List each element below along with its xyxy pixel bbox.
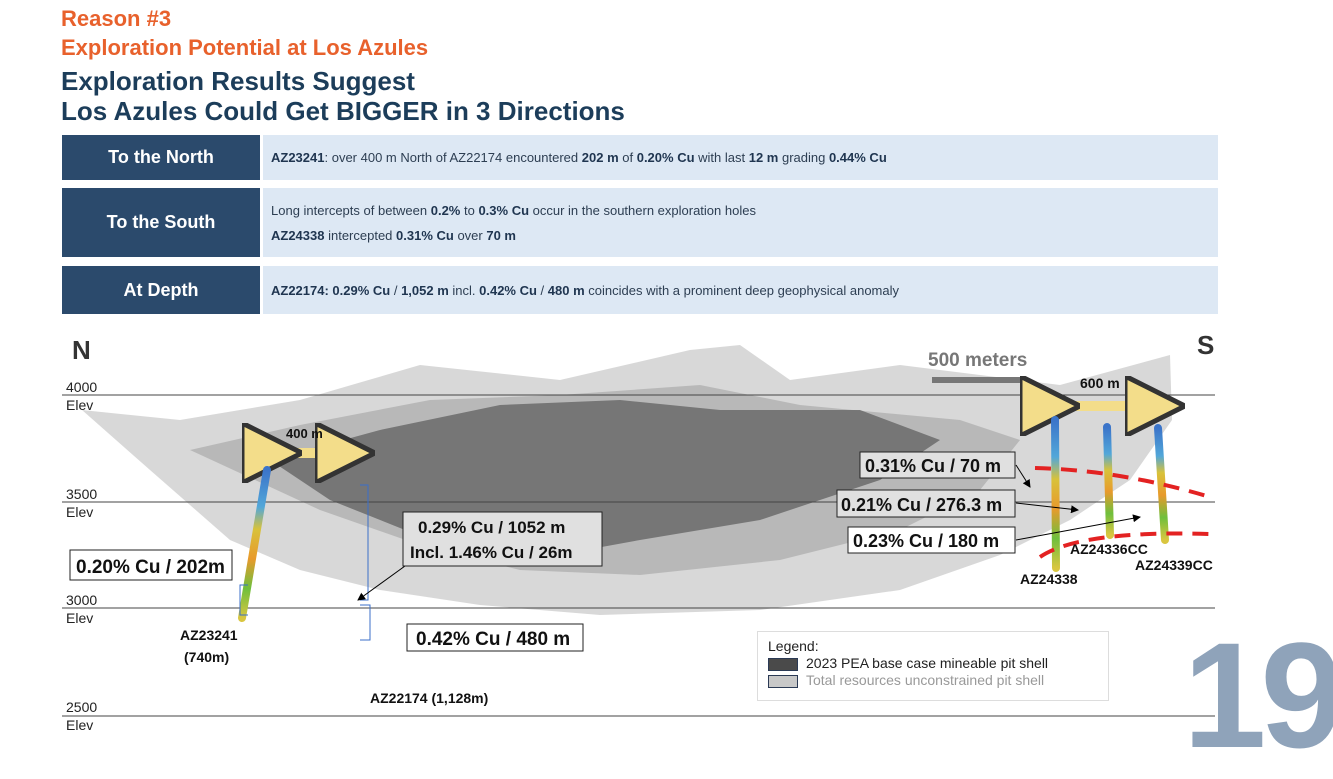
legend-swatch-pea bbox=[768, 657, 798, 671]
scale-label: 500 meters bbox=[928, 350, 1027, 371]
legend-item: 2023 PEA base case mineable pit shell bbox=[806, 655, 1049, 671]
text-segment: / bbox=[390, 282, 402, 298]
elev-value: 3000 bbox=[66, 592, 97, 608]
row-text-line: AZ22174: 0.29% Cu / 1,052 m incl. 0.42% … bbox=[271, 283, 1218, 298]
legend-title: Legend: bbox=[768, 638, 819, 654]
text-segment: 70 m bbox=[486, 227, 516, 243]
row-text: AZ22174: 0.29% Cu / 1,052 m incl. 0.42% … bbox=[263, 266, 1218, 314]
text-segment: 12 m bbox=[748, 150, 779, 165]
row-text-line: Long intercepts of between 0.2% to 0.3% … bbox=[271, 203, 1218, 218]
text-segment: 0.2% bbox=[430, 202, 461, 218]
hole-label-az22174: AZ22174 (1,128m) bbox=[370, 690, 488, 706]
elev-unit: Elev bbox=[66, 397, 93, 413]
drill-hole-az24336cc bbox=[1103, 423, 1114, 539]
text-segment: / bbox=[536, 282, 548, 298]
elev-unit: Elev bbox=[66, 504, 93, 520]
text-segment: AZ23241 bbox=[271, 150, 325, 165]
text-segment: incl. bbox=[448, 282, 480, 298]
hole-length-az23241: (740m) bbox=[184, 649, 229, 665]
text-segment: 0.42% Cu bbox=[479, 282, 537, 298]
row-label: To the South bbox=[62, 188, 260, 257]
row-label: To the North bbox=[62, 135, 260, 180]
spacing-north-label: 400 m bbox=[286, 426, 323, 441]
text-segment: 0.3% Cu bbox=[478, 202, 530, 218]
hole-label-az24338: AZ24338 bbox=[1020, 571, 1078, 587]
row-text-line: AZ23241: over 400 m North of AZ22174 enc… bbox=[271, 150, 1218, 165]
row-text: Long intercepts of between 0.2% to 0.3% … bbox=[263, 188, 1218, 257]
intercept-az22174: 0.29% Cu / 1052 m bbox=[418, 518, 565, 537]
legend-swatch-total bbox=[768, 674, 798, 688]
hole-label-az23241: AZ23241 bbox=[180, 627, 238, 643]
bracket bbox=[239, 584, 248, 616]
drill-hole-az24338 bbox=[1051, 416, 1060, 572]
text-segment: grading bbox=[778, 150, 829, 165]
elev-unit: Elev bbox=[66, 717, 93, 733]
anomaly-upper-boundary bbox=[1034, 466, 1211, 499]
cross-section-diagram: 4000 Elev 3500 Elev 3000 Elev 2500 Elev … bbox=[62, 330, 1215, 733]
text-segment: occur in the southern exploration holes bbox=[529, 202, 756, 218]
anomaly-lower-boundary bbox=[1038, 531, 1211, 559]
text-segment: intercepted bbox=[324, 227, 397, 243]
drill-hole-az23241 bbox=[238, 466, 271, 622]
intercept-az22174-deep: 0.42% Cu / 480 m bbox=[416, 629, 570, 650]
text-segment: 0.44% Cu bbox=[828, 150, 887, 165]
row-north: To the North AZ23241: over 400 m North o… bbox=[62, 135, 1218, 180]
text-segment: 0.20% Cu bbox=[636, 150, 695, 165]
text-segment: Long intercepts of between bbox=[271, 202, 431, 218]
reason-label: Reason #3 bbox=[61, 6, 172, 31]
text-segment: 0.31% Cu bbox=[396, 227, 454, 243]
text-segment: to bbox=[460, 202, 479, 218]
text-segment: AZ24338 bbox=[271, 227, 325, 243]
page-number: 19 bbox=[1183, 611, 1333, 779]
subtitle: Exploration Potential at Los Azules bbox=[61, 35, 429, 60]
intercept-az24336cc: 0.21% Cu / 276.3 m bbox=[841, 495, 1002, 515]
scale-bar bbox=[932, 377, 1027, 383]
south-label: S bbox=[1197, 330, 1214, 360]
intercept-az23241: 0.20% Cu / 202m bbox=[76, 557, 225, 578]
text-segment: 1,052 m bbox=[401, 282, 449, 298]
elev-value: 3500 bbox=[66, 486, 97, 502]
page-title-line2: Los Azules Could Get BIGGER in 3 Directi… bbox=[61, 96, 625, 126]
spacing-south-label: 600 m bbox=[1080, 375, 1120, 391]
elev-value: 4000 bbox=[66, 379, 97, 395]
elev-unit: Elev bbox=[66, 610, 93, 626]
drill-hole-az24339cc bbox=[1154, 424, 1169, 544]
legend: Legend: 2023 PEA base case mineable pit … bbox=[757, 631, 1109, 701]
page-title-line1: Exploration Results Suggest bbox=[61, 66, 415, 96]
row-text: AZ23241: over 400 m North of AZ22174 enc… bbox=[263, 135, 1218, 180]
text-segment: of bbox=[618, 150, 637, 165]
text-segment: AZ22174: 0.29% Cu bbox=[271, 282, 391, 298]
text-segment: 480 m bbox=[547, 282, 585, 298]
legend-item: Total resources unconstrained pit shell bbox=[806, 672, 1045, 688]
text-segment: coincides with a prominent deep geophysi… bbox=[584, 282, 900, 298]
row-south: To the South Long intercepts of between … bbox=[62, 188, 1218, 257]
hole-label-az24339cc: AZ24339CC bbox=[1135, 557, 1213, 573]
elev-value: 2500 bbox=[66, 699, 97, 715]
row-depth: At Depth AZ22174: 0.29% Cu / 1,052 m inc… bbox=[62, 266, 1218, 314]
intercept-az24338: 0.31% Cu / 70 m bbox=[865, 456, 1001, 476]
text-segment: with last bbox=[694, 150, 749, 165]
row-text-line: AZ24338 intercepted 0.31% Cu over 70 m bbox=[271, 228, 1218, 243]
row-label: At Depth bbox=[62, 266, 260, 314]
north-label: N bbox=[72, 335, 91, 365]
text-segment: : over 400 m North of AZ22174 encountere… bbox=[324, 150, 582, 165]
intercept-az24339cc: 0.23% Cu / 180 m bbox=[853, 531, 999, 551]
hole-label-az24336cc: AZ24336CC bbox=[1070, 541, 1148, 557]
text-segment: over bbox=[453, 227, 487, 243]
intercept-az22174-incl: Incl. 1.46% Cu / 26m bbox=[410, 543, 573, 562]
text-segment: 202 m bbox=[581, 150, 619, 165]
